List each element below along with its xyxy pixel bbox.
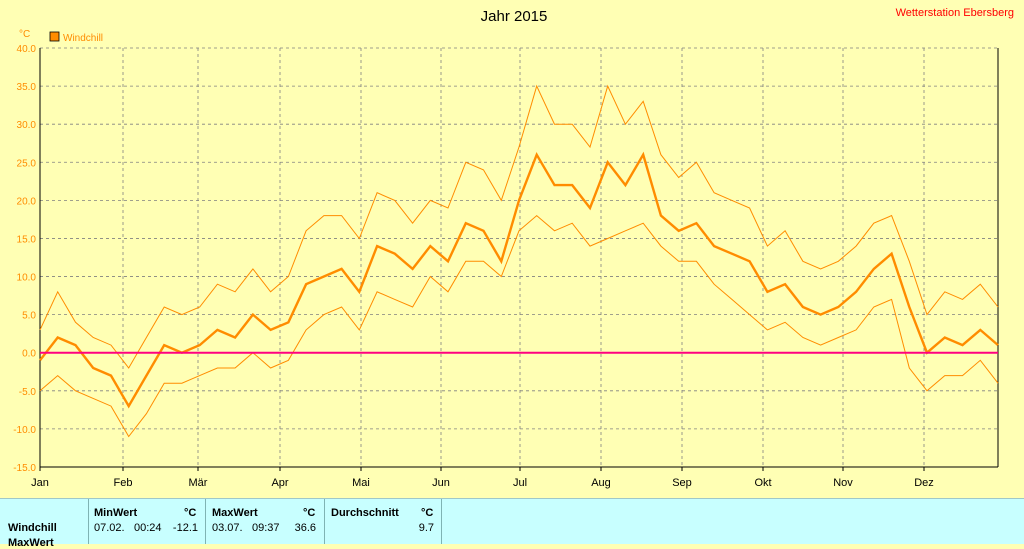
y-tick-label: 25.0	[17, 158, 37, 169]
x-tick-label: Mai	[352, 477, 370, 489]
y-tick-label: -5.0	[19, 387, 37, 398]
min-date: 07.02.	[94, 522, 125, 534]
y-tick-label: 10.0	[17, 273, 37, 284]
stats-row-label: Windchill	[8, 522, 57, 534]
avg-value: 9.7	[418, 522, 434, 534]
chart-grid	[40, 47, 998, 468]
x-tick-label: Feb	[114, 477, 133, 489]
min-value: -12.1	[172, 522, 198, 534]
y-tick-label: -15.0	[13, 463, 36, 474]
stats-separator	[324, 499, 325, 544]
x-tick-label: Nov	[833, 477, 853, 489]
avg-unit: °C	[421, 507, 434, 519]
stats-panel: Windchill MaxWert MinWert °C 07.02. 00:2…	[0, 498, 1024, 549]
x-tick-label: Apr	[271, 477, 288, 489]
x-tick-label: Dez	[914, 477, 934, 489]
series-min-line	[39, 214, 999, 438]
max-date: 03.07.	[212, 522, 243, 534]
max-header: MaxWert	[212, 507, 258, 519]
stats-separator	[88, 499, 89, 544]
min-unit: °C	[184, 507, 197, 519]
legend-swatch	[49, 31, 60, 42]
y-axis: 40.0 35.0 30.0 25.0 20.0 15.0 10.0 5.0 0.0 -5.0 -1…	[13, 44, 999, 474]
windchill-chart: 40.0 35.0 30.0 25.0 20.0 15.0 10.0 5.0 0.0 -5.0 -1…	[13, 7, 1014, 489]
chart-title: Jahr 2015	[481, 8, 548, 25]
max-unit: °C	[303, 507, 316, 519]
y-tick-label: 15.0	[17, 234, 37, 245]
y-tick-label: 20.0	[17, 196, 37, 207]
stats-row2-label: MaxWert	[8, 537, 54, 549]
max-time: 09:37	[252, 522, 280, 534]
x-tick-label: Jan	[31, 477, 49, 489]
x-tick-label: Okt	[754, 477, 771, 489]
min-header: MinWert	[94, 507, 138, 519]
y-tick-label: 5.0	[22, 311, 36, 322]
legend-label: Windchill	[63, 33, 103, 44]
y-tick-label: 30.0	[17, 120, 37, 131]
y-tick-label: 40.0	[17, 44, 37, 55]
stats-separator	[441, 499, 442, 544]
series-avg-line	[39, 151, 999, 409]
x-tick-label: Jul	[513, 477, 527, 489]
x-tick-label: Aug	[591, 477, 611, 489]
x-tick-label: Jun	[432, 477, 450, 489]
x-axis: Jan Feb Mär Apr Mai Jun Jul Aug Sep Okt Nov Dez	[31, 466, 998, 489]
series-layer	[39, 84, 999, 438]
y-unit: °C	[19, 29, 30, 40]
station-name: Wetterstation Ebersberg	[896, 7, 1014, 19]
y-tick-label: 0.0	[22, 349, 36, 360]
stats-separator	[205, 499, 206, 544]
max-value: 36.6	[294, 522, 316, 534]
min-time: 00:24	[134, 522, 162, 534]
series-max-line	[39, 84, 999, 369]
y-tick-label: 35.0	[17, 82, 37, 93]
avg-header: Durchschnitt	[331, 507, 399, 519]
x-tick-label: Mär	[189, 477, 208, 489]
x-tick-label: Sep	[672, 477, 692, 489]
y-tick-label: -10.0	[13, 425, 36, 436]
